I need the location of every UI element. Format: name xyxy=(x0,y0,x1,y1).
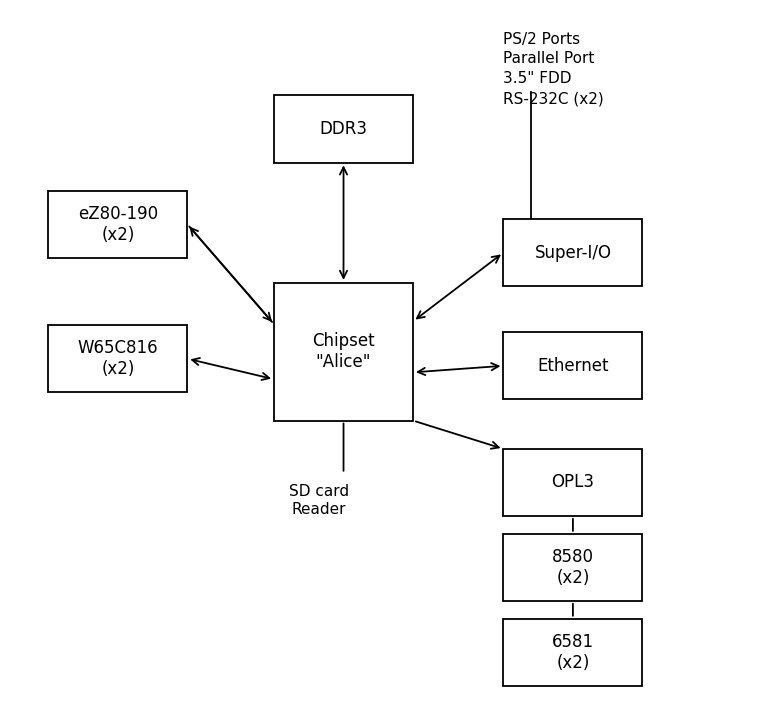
FancyBboxPatch shape xyxy=(503,619,643,686)
Text: SD card
Reader: SD card Reader xyxy=(289,485,349,517)
Text: 8580
(x2): 8580 (x2) xyxy=(552,548,594,587)
Text: DDR3: DDR3 xyxy=(319,120,368,138)
Text: W65C816
(x2): W65C816 (x2) xyxy=(77,340,159,378)
Text: PS/2 Ports
Parallel Port
3.5" FDD
RS-232C (x2): PS/2 Ports Parallel Port 3.5" FDD RS-232… xyxy=(503,32,604,106)
FancyBboxPatch shape xyxy=(274,95,413,162)
FancyBboxPatch shape xyxy=(503,219,643,286)
Text: Super-I/O: Super-I/O xyxy=(535,244,611,262)
Text: Chipset
"Alice": Chipset "Alice" xyxy=(313,332,375,371)
FancyBboxPatch shape xyxy=(48,191,188,258)
Text: Ethernet: Ethernet xyxy=(537,357,609,375)
Text: eZ80-190
(x2): eZ80-190 (x2) xyxy=(78,205,158,244)
FancyBboxPatch shape xyxy=(503,332,643,399)
Text: 6581
(x2): 6581 (x2) xyxy=(552,633,594,671)
Text: OPL3: OPL3 xyxy=(552,474,594,492)
FancyBboxPatch shape xyxy=(274,283,413,420)
FancyBboxPatch shape xyxy=(503,449,643,516)
FancyBboxPatch shape xyxy=(503,534,643,601)
FancyBboxPatch shape xyxy=(48,325,188,392)
